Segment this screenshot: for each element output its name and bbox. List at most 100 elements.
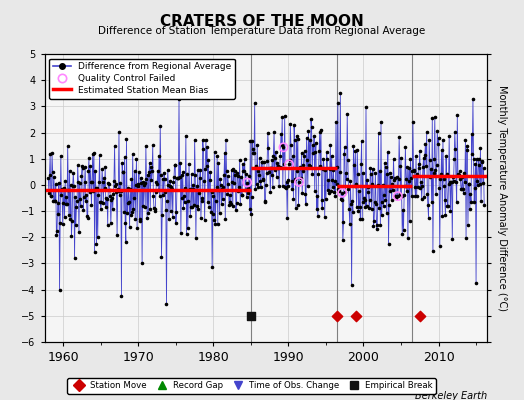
Point	[476, 181, 484, 188]
Point	[344, 157, 352, 163]
Point	[101, 185, 109, 191]
Point	[461, 137, 470, 144]
Point	[244, 185, 253, 191]
Point	[51, 198, 59, 204]
Point	[62, 201, 70, 208]
Point	[402, 188, 411, 194]
Point	[164, 182, 172, 188]
Point	[386, 170, 394, 176]
Point	[217, 201, 226, 208]
Point	[396, 162, 404, 169]
Point	[82, 191, 91, 198]
Point	[429, 170, 438, 176]
Point	[280, 160, 288, 167]
Point	[265, 168, 273, 175]
Point	[429, 248, 437, 254]
Point	[342, 176, 351, 182]
Point	[348, 208, 357, 215]
Point	[68, 218, 77, 225]
Point	[60, 214, 69, 220]
Point	[148, 168, 156, 174]
Point	[50, 174, 58, 180]
Point	[325, 190, 333, 196]
Point	[335, 188, 343, 195]
Point	[467, 131, 476, 138]
Point	[477, 198, 485, 204]
Point	[378, 198, 386, 205]
Point	[124, 184, 133, 191]
Point	[396, 191, 405, 197]
Point	[450, 156, 458, 162]
Point	[50, 198, 59, 204]
Point	[457, 186, 466, 192]
Point	[256, 155, 264, 161]
Point	[84, 168, 93, 174]
Point	[170, 174, 178, 180]
Point	[314, 171, 323, 178]
Point	[227, 167, 236, 173]
Point	[458, 185, 467, 192]
Point	[419, 164, 427, 170]
Point	[138, 260, 146, 266]
Point	[245, 173, 253, 179]
Point	[411, 183, 419, 190]
Point	[240, 168, 248, 174]
Point	[47, 192, 55, 199]
Point	[289, 153, 297, 160]
Point	[49, 198, 58, 204]
Point	[448, 236, 456, 242]
Point	[466, 191, 475, 197]
Point	[432, 191, 440, 198]
Point	[415, 165, 423, 171]
Point	[361, 197, 369, 203]
Point	[327, 188, 335, 194]
Point	[369, 222, 378, 229]
Point	[334, 186, 343, 192]
Point	[451, 146, 460, 152]
Point	[346, 178, 355, 185]
Point	[381, 197, 389, 203]
Point	[435, 243, 444, 249]
Point	[173, 175, 182, 181]
Point	[218, 185, 226, 192]
Point	[80, 179, 89, 186]
Point	[303, 182, 312, 189]
Point	[153, 180, 161, 187]
Point	[146, 160, 154, 166]
Point	[96, 199, 104, 206]
Point	[480, 202, 488, 208]
Point	[254, 184, 263, 190]
Point	[235, 184, 243, 190]
Point	[357, 161, 365, 168]
Point	[354, 170, 362, 177]
Point	[421, 152, 429, 158]
Point	[464, 222, 472, 228]
Point	[219, 184, 227, 191]
Point	[82, 198, 90, 205]
Point	[446, 208, 455, 214]
Point	[345, 206, 353, 212]
Point	[260, 159, 268, 166]
Legend: Station Move, Record Gap, Time of Obs. Change, Empirical Break: Station Move, Record Gap, Time of Obs. C…	[67, 378, 436, 394]
Point	[98, 165, 106, 172]
Point	[46, 151, 54, 158]
Point	[364, 189, 373, 195]
Point	[412, 193, 421, 199]
Point	[206, 169, 214, 175]
Point	[113, 232, 121, 238]
Point	[246, 138, 255, 144]
Point	[251, 186, 259, 192]
Point	[419, 155, 428, 161]
Point	[318, 205, 326, 211]
Point	[389, 156, 398, 162]
Point	[192, 182, 201, 189]
Point	[466, 206, 474, 212]
Point	[312, 140, 320, 146]
Point	[374, 130, 383, 136]
Point	[128, 209, 136, 215]
Point	[151, 206, 159, 212]
Point	[339, 219, 347, 225]
Point	[296, 164, 304, 170]
Point	[373, 221, 381, 228]
Point	[239, 168, 248, 174]
